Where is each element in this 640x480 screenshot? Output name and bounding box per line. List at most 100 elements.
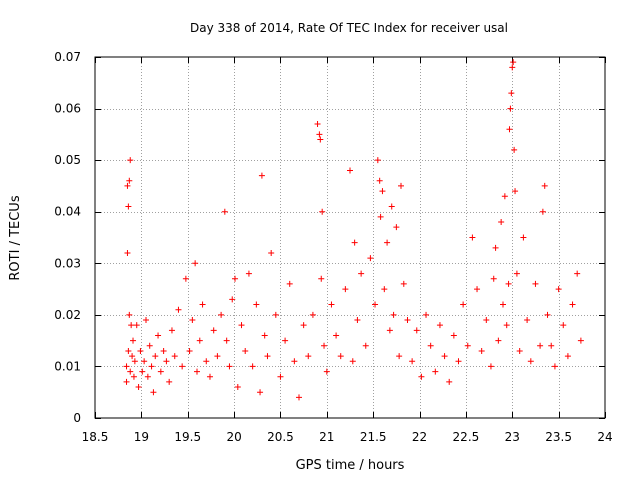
- data-point: [317, 136, 324, 143]
- data-point: [555, 286, 562, 293]
- data-point: [574, 270, 581, 277]
- x-tick-label: 19: [134, 430, 149, 444]
- y-tick-label: 0.02: [54, 308, 81, 322]
- data-point: [400, 280, 407, 287]
- data-point: [296, 394, 302, 401]
- data-point: [163, 358, 170, 365]
- data-point: [261, 332, 268, 339]
- data-point: [478, 347, 485, 354]
- data-point: [418, 373, 425, 380]
- data-point: [516, 347, 523, 354]
- data-point: [388, 203, 395, 210]
- data-point: [527, 358, 534, 365]
- x-tick-label: 23: [505, 430, 520, 444]
- data-point: [323, 368, 330, 375]
- data-point: [314, 121, 321, 128]
- y-tick-label: 0.06: [54, 102, 81, 116]
- data-point: [203, 358, 210, 365]
- data-point: [427, 342, 434, 349]
- data-point: [396, 353, 403, 360]
- x-tick-label: 24: [597, 430, 612, 444]
- data-point: [490, 275, 497, 282]
- x-tick-label: 20.5: [267, 430, 294, 444]
- data-point: [182, 275, 189, 282]
- y-axis-title: ROTI / TECUs: [8, 195, 23, 280]
- data-point: [171, 353, 178, 360]
- data-point: [413, 327, 420, 334]
- data-point: [291, 358, 298, 365]
- data-point: [124, 249, 131, 256]
- data-point: [242, 347, 249, 354]
- data-point: [319, 208, 326, 215]
- data-point: [223, 337, 230, 344]
- y-tick-label: 0.01: [54, 359, 81, 373]
- x-tick-label: 20: [226, 430, 241, 444]
- data-point: [137, 347, 144, 354]
- data-point: [277, 373, 284, 380]
- data-point: [192, 260, 199, 267]
- data-point: [221, 208, 228, 215]
- data-point: [381, 286, 388, 293]
- data-point: [316, 131, 323, 138]
- data-point: [131, 358, 138, 365]
- data-point: [155, 332, 162, 339]
- data-point: [464, 342, 471, 349]
- data-point: [245, 270, 252, 277]
- data-point: [127, 157, 134, 164]
- data-point: [226, 363, 233, 370]
- data-point: [268, 249, 275, 256]
- data-point: [358, 270, 365, 277]
- data-point: [532, 280, 539, 287]
- data-point: [123, 363, 130, 370]
- data-point: [577, 337, 584, 344]
- data-point: [152, 353, 159, 360]
- data-point: [393, 224, 400, 231]
- data-point: [460, 301, 467, 308]
- data-point: [376, 177, 383, 184]
- x-axis-title: GPS time / hours: [296, 458, 405, 473]
- data-point: [146, 342, 153, 349]
- y-tick-label: 0.03: [54, 256, 81, 270]
- data-point: [372, 301, 379, 308]
- data-point: [168, 327, 175, 334]
- data-point: [506, 126, 513, 133]
- x-tick-label: 18.5: [82, 430, 109, 444]
- data-point: [150, 389, 157, 396]
- data-point: [541, 182, 548, 189]
- y-tick-label: 0: [73, 411, 81, 425]
- plot-frame: [94, 56, 606, 419]
- data-point: [318, 275, 325, 282]
- data-point: [404, 317, 411, 324]
- y-tick-label: 0.07: [54, 50, 81, 64]
- data-point: [179, 363, 186, 370]
- data-point: [508, 90, 515, 97]
- data-point: [492, 244, 499, 251]
- x-tick-label: 22: [412, 430, 427, 444]
- data-point: [469, 234, 476, 241]
- data-point: [503, 322, 510, 329]
- data-point: [214, 353, 221, 360]
- data-point: [130, 373, 137, 380]
- data-point: [135, 384, 142, 391]
- data-point: [257, 389, 264, 396]
- tick-marks: [95, 57, 606, 419]
- data-point: [129, 353, 136, 360]
- data-point: [126, 177, 133, 184]
- data-point: [512, 188, 519, 195]
- data-point: [349, 358, 356, 365]
- data-point: [143, 317, 149, 324]
- data-point: [347, 167, 353, 174]
- data-point: [510, 59, 517, 66]
- data-point: [351, 239, 358, 246]
- data-point: [130, 337, 137, 344]
- data-point: [367, 255, 374, 262]
- data-point: [509, 64, 516, 71]
- x-tick-label: 21: [319, 430, 334, 444]
- data-point: [446, 378, 453, 385]
- data-point: [305, 353, 312, 360]
- x-tick-label: 23.5: [545, 430, 572, 444]
- data-point: [432, 368, 439, 375]
- data-point: [321, 342, 328, 349]
- data-point: [384, 239, 391, 246]
